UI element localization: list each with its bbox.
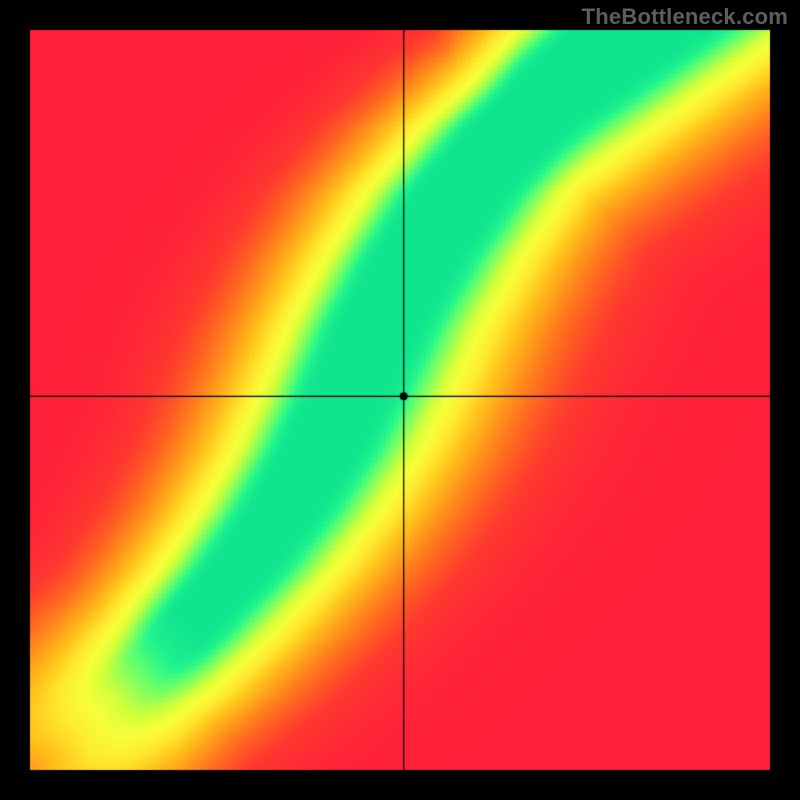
chart-container: TheBottleneck.com (0, 0, 800, 800)
watermark-text: TheBottleneck.com (582, 4, 788, 30)
heatmap-canvas (0, 0, 800, 800)
